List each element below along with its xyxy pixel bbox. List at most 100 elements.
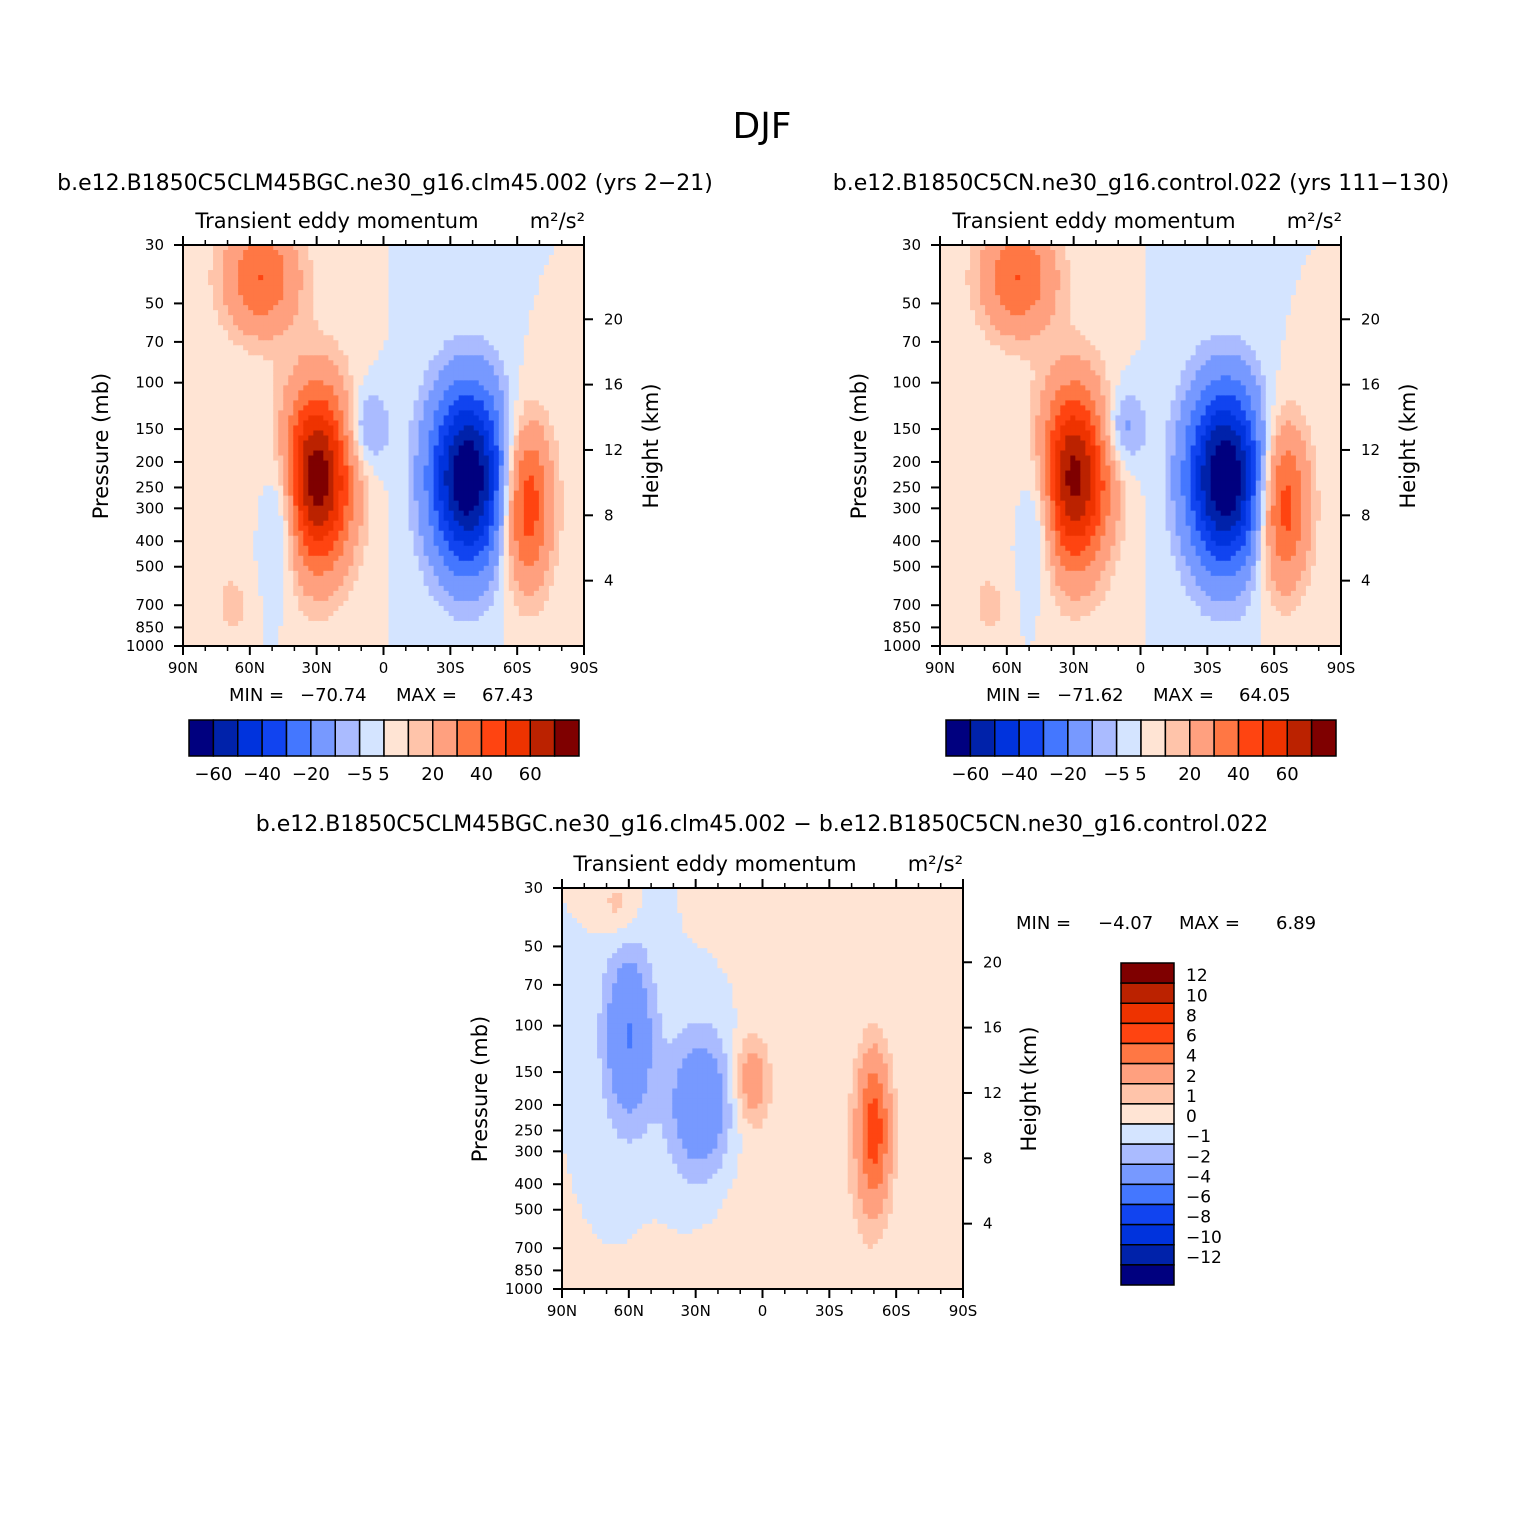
contour-cell bbox=[323, 555, 329, 562]
contour-cell bbox=[483, 320, 490, 326]
contour-cell bbox=[448, 620, 455, 627]
contour-cell bbox=[363, 555, 370, 562]
contour-cell bbox=[233, 405, 239, 412]
contour-cell bbox=[408, 395, 415, 401]
contour-cell bbox=[258, 555, 264, 562]
contour-cell bbox=[418, 625, 425, 632]
contour-cell bbox=[283, 620, 289, 627]
contour-cell bbox=[308, 390, 314, 396]
contour-cell bbox=[363, 545, 370, 552]
contour-cell bbox=[348, 580, 355, 587]
contour-cell bbox=[258, 615, 264, 622]
contour-cell bbox=[453, 375, 460, 381]
contour-cell bbox=[358, 490, 365, 497]
contour-cell bbox=[213, 580, 219, 587]
contour-cell bbox=[183, 390, 189, 396]
contour-cell bbox=[448, 355, 455, 361]
contour-cell bbox=[183, 480, 189, 487]
contour-cell bbox=[403, 555, 410, 562]
contour-cell bbox=[313, 525, 319, 532]
contour-cell bbox=[298, 560, 304, 567]
contour-cell bbox=[198, 395, 204, 401]
contour-cell bbox=[488, 525, 495, 532]
contour-cell bbox=[358, 620, 365, 627]
contour-cell bbox=[223, 275, 229, 281]
contour-cell bbox=[453, 560, 460, 567]
contour-cell bbox=[313, 545, 319, 552]
contour-cell bbox=[403, 280, 410, 286]
contour-cell bbox=[268, 485, 274, 492]
contour-cell bbox=[448, 475, 455, 482]
contour-cell bbox=[413, 570, 420, 577]
contour-cell bbox=[288, 380, 294, 386]
contour-cell bbox=[218, 330, 224, 336]
contour-cell bbox=[193, 430, 199, 437]
contour-cell bbox=[383, 420, 390, 427]
contour-cell bbox=[423, 295, 430, 301]
contour-cell bbox=[323, 355, 329, 361]
contour-cell bbox=[363, 500, 370, 507]
contour-cell bbox=[303, 600, 309, 607]
contour-cell bbox=[193, 560, 199, 567]
contour-cell bbox=[368, 550, 375, 557]
contour-cell bbox=[318, 545, 324, 552]
contour-cell bbox=[288, 255, 294, 261]
contour-cell bbox=[493, 360, 500, 366]
contour-cell bbox=[378, 635, 385, 642]
contour-cell bbox=[398, 580, 405, 587]
contour-cell bbox=[453, 265, 460, 271]
contour-cell bbox=[353, 415, 360, 422]
contour-cell bbox=[408, 560, 415, 567]
contour-cell bbox=[453, 450, 460, 457]
contour-cell bbox=[383, 380, 390, 386]
contour-cell bbox=[308, 635, 314, 642]
contour-cell bbox=[283, 600, 289, 607]
contour-cell bbox=[433, 460, 440, 467]
contour-cell bbox=[193, 420, 199, 427]
contour-cell bbox=[418, 575, 425, 582]
contour-cell bbox=[253, 615, 259, 622]
contour-cell bbox=[483, 485, 490, 492]
contour-cell bbox=[238, 625, 244, 632]
contour-cell bbox=[248, 355, 254, 361]
contour-cell bbox=[253, 350, 259, 356]
contour-cell bbox=[283, 535, 289, 542]
contour-cell bbox=[323, 620, 329, 627]
contour-cell bbox=[193, 250, 199, 256]
contour-cell bbox=[263, 280, 269, 286]
contour-cell bbox=[288, 370, 294, 376]
contour-cell bbox=[223, 360, 229, 366]
contour-cell bbox=[198, 290, 204, 296]
contour-cell bbox=[478, 430, 485, 437]
contour-cell bbox=[488, 540, 495, 547]
contour-cell bbox=[368, 565, 375, 572]
contour-cell bbox=[343, 590, 350, 597]
contour-cell bbox=[363, 520, 370, 527]
contour-cell bbox=[388, 555, 395, 562]
contour-cell bbox=[318, 505, 324, 512]
contour-cell bbox=[268, 575, 274, 582]
contour-cell bbox=[433, 440, 440, 447]
contour-cell bbox=[343, 610, 350, 617]
contour-cell bbox=[468, 355, 475, 361]
contour-cell bbox=[368, 635, 375, 642]
contour-cell bbox=[333, 510, 339, 517]
contour-cell bbox=[453, 360, 460, 366]
contour-cell bbox=[353, 565, 360, 572]
contour-cell bbox=[428, 390, 435, 396]
contour-cell bbox=[308, 280, 314, 286]
contour-cell bbox=[198, 600, 204, 607]
contour-cell bbox=[383, 560, 390, 567]
contour-cell bbox=[293, 560, 299, 567]
contour-cell bbox=[323, 545, 329, 552]
contour-cell bbox=[248, 610, 254, 617]
contour-cell bbox=[263, 360, 269, 366]
contour-cell bbox=[333, 545, 339, 552]
contour-cell bbox=[223, 315, 229, 321]
contour-cell bbox=[483, 535, 490, 542]
contour-cell bbox=[353, 630, 360, 637]
contour-cell bbox=[353, 610, 360, 617]
contour-cell bbox=[368, 555, 375, 562]
contour-cell bbox=[278, 420, 284, 427]
contour-cell bbox=[398, 380, 405, 386]
